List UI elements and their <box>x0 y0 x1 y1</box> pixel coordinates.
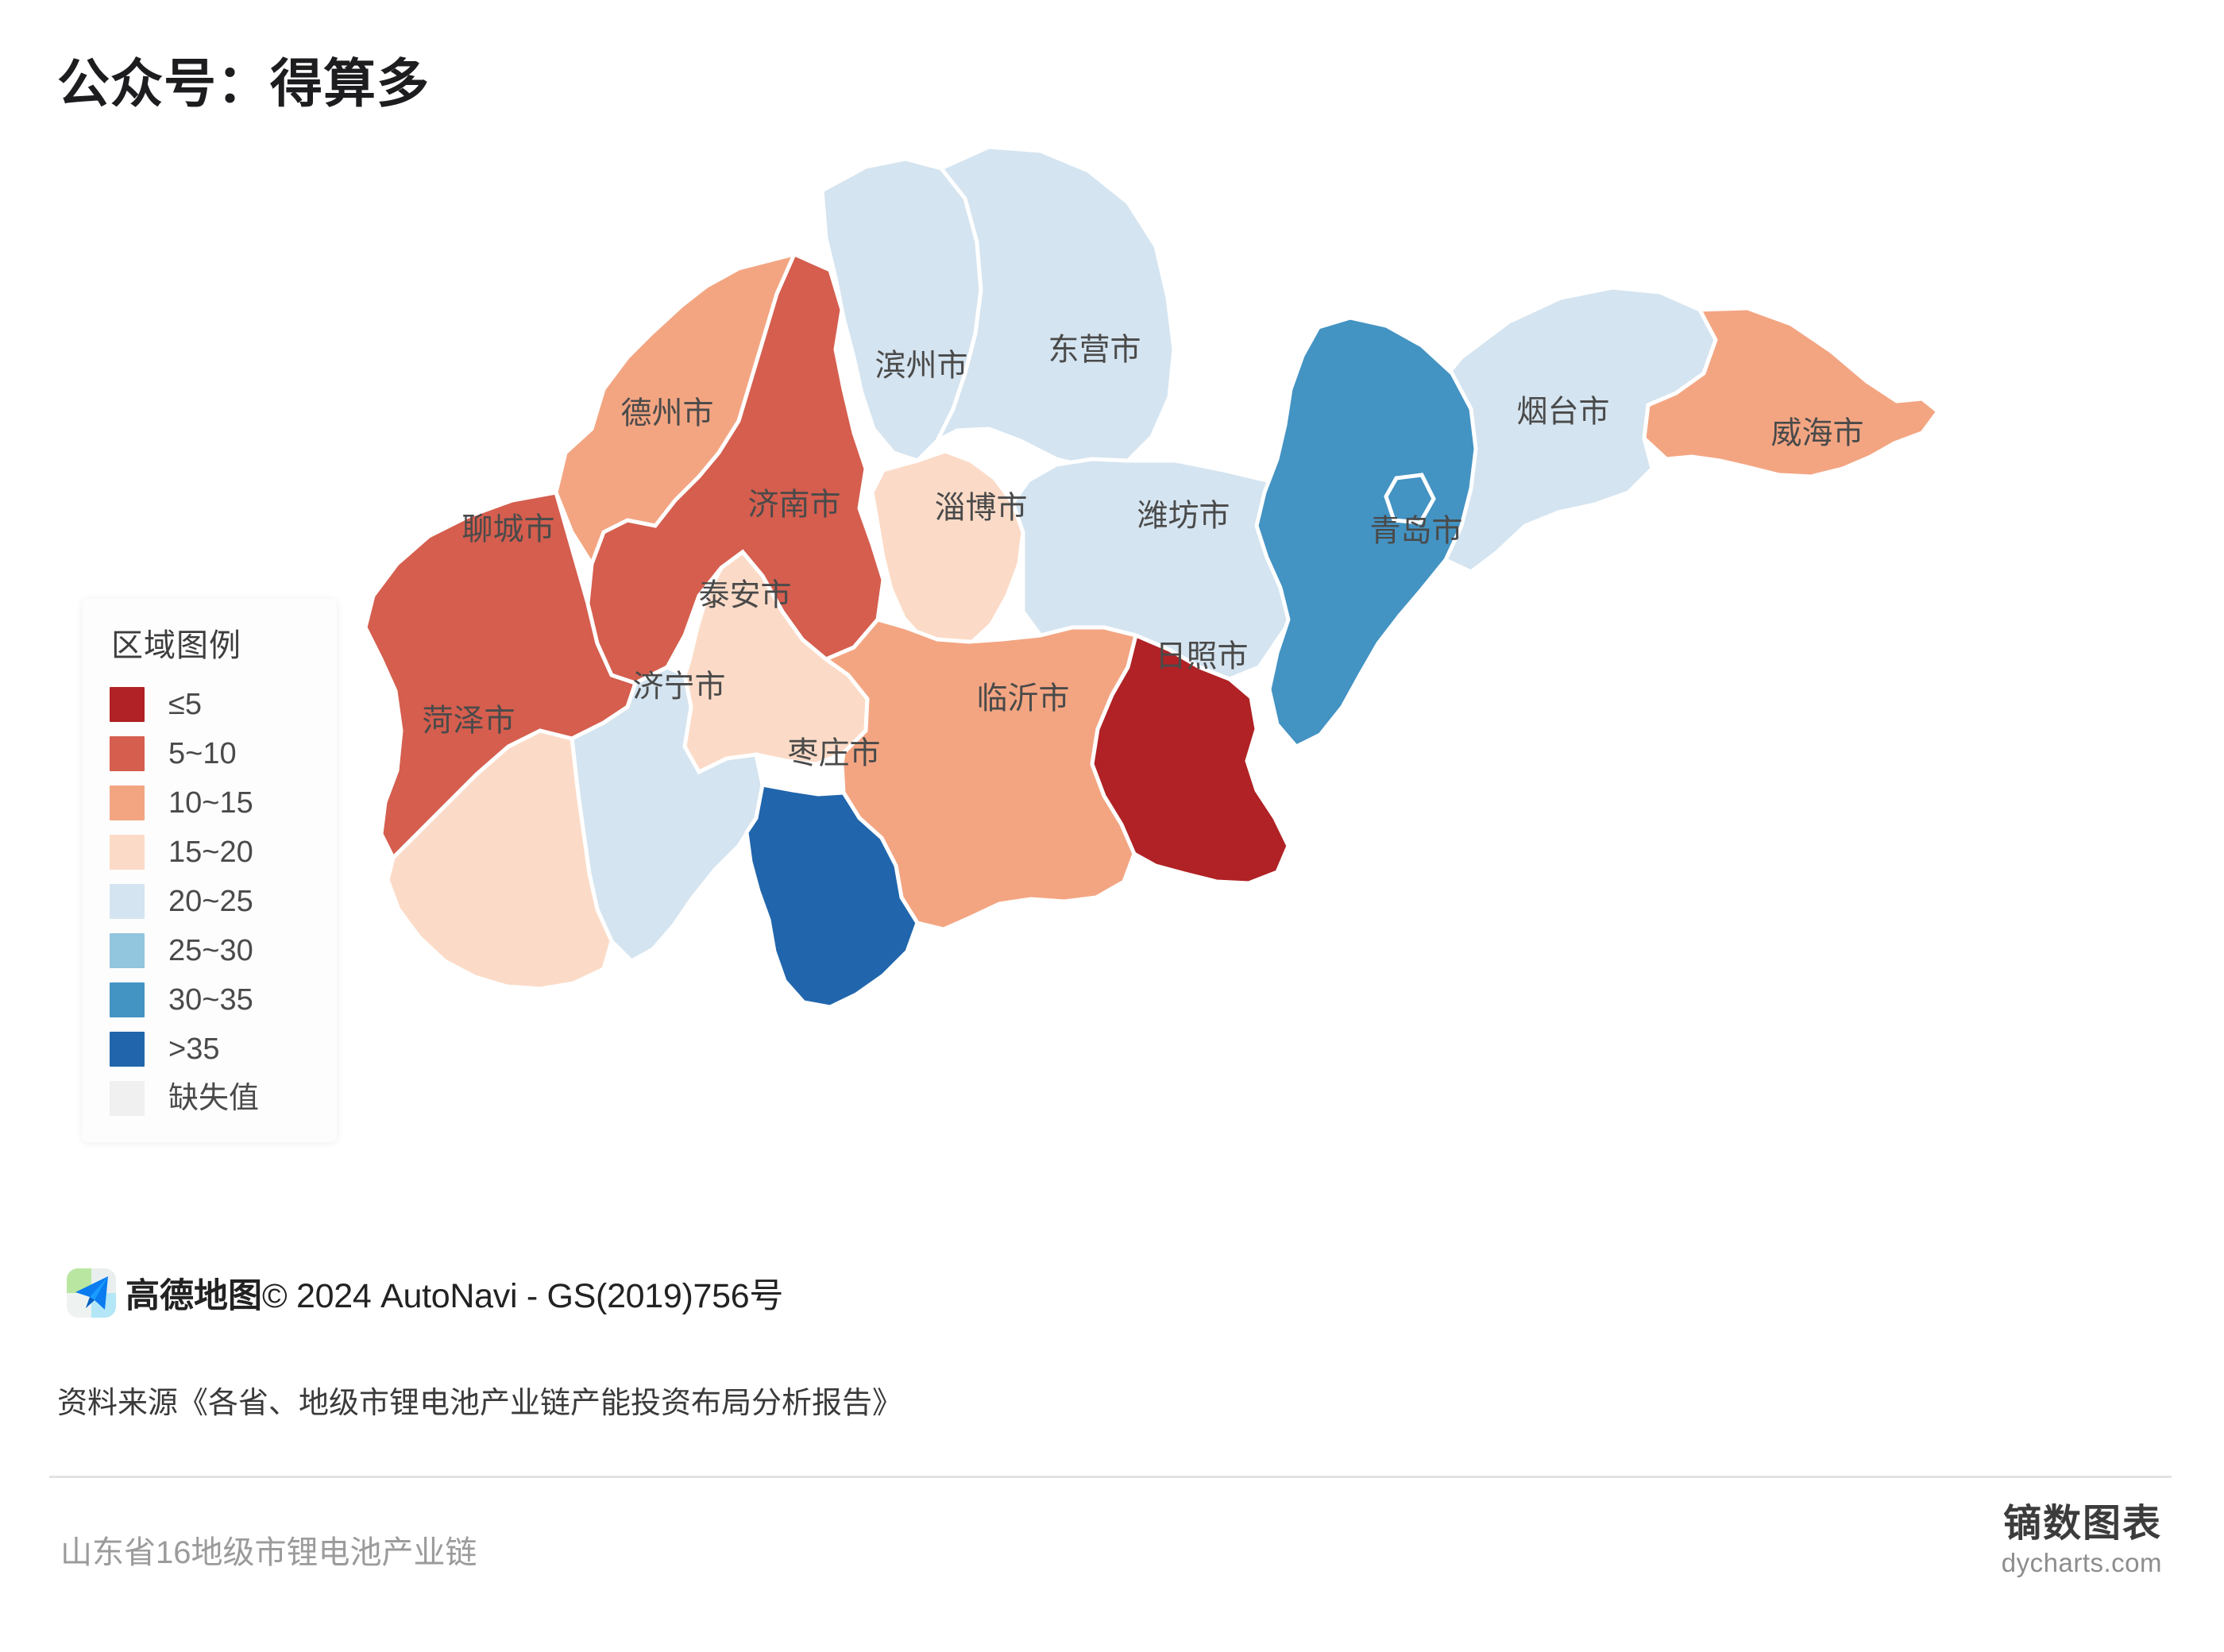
region-weihai[interactable] <box>1642 306 1941 479</box>
legend-item-10-15[interactable]: 10~15 <box>100 778 319 828</box>
region-label-zaozhuang: 枣庄市 <box>787 736 880 770</box>
region-heze[interactable] <box>385 728 614 991</box>
legend-swatch-10-15 <box>110 785 145 820</box>
legend-swatch-le5 <box>110 687 145 722</box>
legend-label-20-25: 20~25 <box>168 885 253 918</box>
legend-item-15-20[interactable]: 15~20 <box>100 828 319 877</box>
choropleth-map[interactable]: 德州市 滨州市 东营市 烟台市 威海市 济南市 淄博市 潍坊市 聊城市 青岛市 … <box>0 119 2224 1255</box>
region-zibo[interactable] <box>870 449 1025 652</box>
legend-swatch-missing <box>110 1081 145 1116</box>
region-label-qingdao: 青岛市 <box>1369 514 1462 548</box>
footer-brand-name: 镝数图表 <box>2002 1503 2162 1545</box>
region-label-dezhou: 德州市 <box>620 396 713 430</box>
legend-item-20-25[interactable]: 20~25 <box>100 877 319 926</box>
region-qingdao[interactable] <box>1254 315 1478 750</box>
paper-plane-icon <box>75 1276 108 1310</box>
region-label-linyi: 临沂市 <box>976 681 1069 716</box>
legend-swatch-25-30 <box>110 933 145 968</box>
footer-brand-url: dycharts.com <box>2001 1547 2162 1577</box>
page-title: 公众号：得算多 <box>57 54 430 113</box>
region-label-rizhao: 日照市 <box>1155 639 1248 674</box>
legend-item-25-30[interactable]: 25~30 <box>100 926 319 975</box>
legend-item-30-35[interactable]: 30~35 <box>100 975 319 1025</box>
legend-label-10-15: 10~15 <box>168 786 253 820</box>
footer-brand[interactable]: 镝数图表 dycharts.com <box>2002 1503 2162 1578</box>
region-label-jining: 济宁市 <box>632 670 725 704</box>
map-svg[interactable]: 德州市 滨州市 东营市 烟台市 威海市 济南市 淄博市 潍坊市 聊城市 青岛市 … <box>0 119 2224 1255</box>
legend-label-le5: ≤5 <box>168 688 202 721</box>
legend-swatch-20-25 <box>110 884 145 919</box>
attribution-text: 高德地图© 2024 AutoNavi - GS(2019)756号 <box>125 1268 783 1318</box>
legend-label-15-20: 15~20 <box>168 836 253 869</box>
legend-swatch-30-35 <box>110 982 145 1017</box>
region-label-binzhou: 滨州市 <box>875 349 967 383</box>
legend-item-le5[interactable]: ≤5 <box>100 680 319 729</box>
legend-title: 区域图例 <box>111 628 241 663</box>
region-rizhao[interactable] <box>1090 632 1291 886</box>
legend-label-25-30: 25~30 <box>168 934 253 967</box>
region-label-zibo: 淄博市 <box>934 491 1027 525</box>
region-label-liaocheng: 聊城市 <box>461 512 554 546</box>
legend-swatch-5-10 <box>110 736 145 771</box>
map-legend[interactable]: 区域图例 ≤5 5~10 10~15 15~20 20~25 25~30 30~… <box>83 599 337 1142</box>
region-jinan[interactable] <box>585 251 886 685</box>
map-regions[interactable] <box>363 145 1941 1009</box>
amap-logo-icon <box>67 1268 116 1318</box>
legend-item-5-10[interactable]: 5~10 <box>100 729 319 778</box>
legend-swatch-gt35 <box>110 1032 145 1067</box>
legend-swatch-15-20 <box>110 835 145 870</box>
region-label-dongying: 东营市 <box>1048 333 1141 367</box>
legend-item-missing[interactable]: 缺失值 <box>100 1074 319 1123</box>
region-label-heze: 菏泽市 <box>422 704 515 738</box>
map-region-labels: 德州市 滨州市 东营市 烟台市 威海市 济南市 淄博市 潍坊市 聊城市 青岛市 … <box>422 333 1863 770</box>
region-label-taian: 泰安市 <box>698 578 791 612</box>
legend-label-5-10: 5~10 <box>168 737 237 770</box>
footer-caption: 山东省16地级市锂电池产业链 <box>60 1535 477 1570</box>
source-note: 资料来源《各省、地级市锂电池产业链产能投资布局分析报告》 <box>57 1387 903 1420</box>
legend-label-missing: 缺失值 <box>168 1082 260 1115</box>
map-attribution: 高德地图© 2024 AutoNavi - GS(2019)756号 <box>67 1268 783 1318</box>
legend-label-gt35: >35 <box>168 1032 220 1066</box>
region-label-weihai: 威海市 <box>1770 416 1863 450</box>
region-label-jinan: 济南市 <box>747 488 840 522</box>
region-label-weifang: 潍坊市 <box>1137 499 1230 533</box>
amap-brand-text: 高德地图 <box>125 1277 262 1315</box>
region-zaozhuang[interactable] <box>744 782 920 1009</box>
region-label-yantai: 烟台市 <box>1516 395 1609 429</box>
footer-divider <box>49 1476 2172 1478</box>
legend-item-gt35[interactable]: >35 <box>100 1025 319 1074</box>
amap-copyright-text: © 2024 AutoNavi - GS(2019)756号 <box>262 1277 784 1315</box>
legend-label-30-35: 30~35 <box>168 983 253 1017</box>
